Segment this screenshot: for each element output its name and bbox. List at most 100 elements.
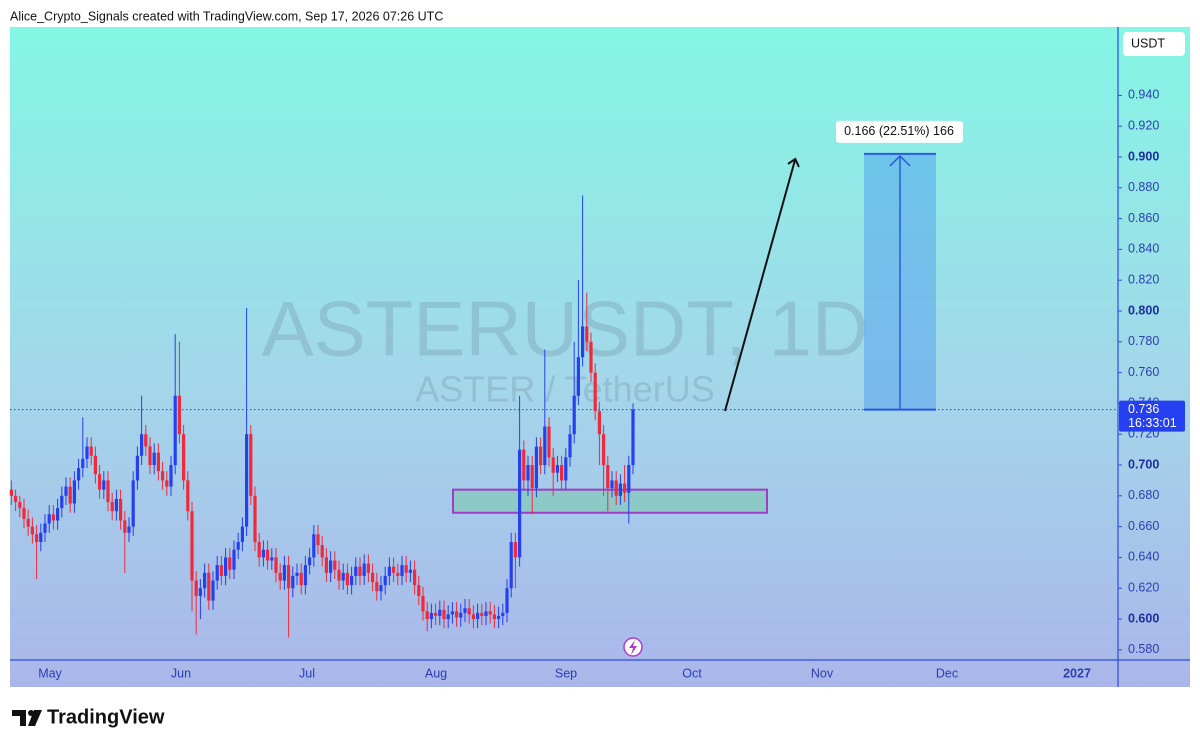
candle-body [169,465,173,487]
candle-body [194,580,198,596]
candle-body [341,572,345,581]
x-tick-label: Jul [299,666,315,680]
y-tick-label: 0.640 [1128,550,1159,564]
candle-body [350,575,354,586]
chart-background [10,27,1190,687]
candle-body [501,612,505,616]
candle-body [329,560,333,573]
candles [9,195,635,638]
candle-body [98,474,102,490]
candle-body [30,526,34,535]
candle-body [623,483,627,493]
candle-body [198,588,202,596]
candle-body [14,495,18,502]
candle-body [253,495,257,543]
candle-body [459,612,463,618]
measure-label: 0.166 (22.51%) 166 [844,124,954,138]
x-tick-label: Oct [682,666,702,680]
candle-body [43,523,47,533]
candle-body [618,483,622,496]
candle-body [215,565,219,581]
candle-body [585,326,589,342]
candle-body [345,572,349,586]
candle-body [228,557,232,570]
candle-body [114,498,118,512]
candle-body [610,480,614,489]
candle-body [425,611,429,620]
y-tick-label: 0.920 [1128,118,1159,132]
currency-label: USDT [1131,36,1165,50]
candle-body [379,585,383,592]
y-tick-label: 0.860 [1128,211,1159,225]
candle-body [203,572,207,589]
candle-body [240,526,244,543]
last-price-badge [1119,400,1185,432]
candle-body [417,585,421,596]
candle-body [572,395,576,435]
candle-body [77,468,81,481]
candle-body [165,480,169,487]
candle-body [156,452,160,472]
y-tick-label: 0.940 [1128,88,1159,102]
candle-body [614,480,618,496]
countdown-label: 16:33:01 [1128,416,1177,430]
candle-body [383,575,387,586]
candle-body [295,572,299,576]
candle-body [177,395,181,435]
candle-body [89,446,93,456]
currency-badge[interactable] [1123,32,1185,56]
candle-body [371,572,375,583]
candle-body [303,565,307,586]
candle-body [366,563,370,573]
y-tick-label: 0.580 [1128,642,1159,656]
candle-body [182,434,186,481]
candle-body [564,457,568,481]
event-icon-bolt [629,640,637,655]
candle-body [505,588,509,613]
y-tick-label: 0.700 [1128,457,1159,471]
candle-body [56,508,60,521]
candle-body [119,498,123,521]
candle-body [324,557,328,573]
candle-body [207,572,211,601]
candle-body [543,426,547,466]
x-tick-label: Aug [425,666,447,680]
candle-body [282,565,286,581]
x-tick-label: 2027 [1063,666,1091,680]
candle-body [400,565,404,576]
candle-body [530,465,534,489]
candle-body [597,411,601,435]
candle-body [358,566,362,576]
candle-body [429,612,433,620]
candle-body [127,526,131,533]
candle-body [606,465,610,489]
candle-body [450,611,454,615]
candle-body [467,608,471,615]
candle-body [442,609,446,620]
watermark-description: ASTER / TetherUS [415,369,714,410]
y-tick-label: 0.600 [1128,611,1159,625]
candle-body [291,575,295,589]
candle-body [408,569,412,573]
candle-body [68,486,72,504]
y-tick-label: 0.660 [1128,519,1159,533]
candle-body [555,465,559,473]
candle-body [102,480,106,490]
candle-body [589,341,593,373]
candle-body [270,557,274,561]
tradingview-logo: TradingView [12,706,165,728]
measure-arrow-head [889,154,911,167]
candle-body [455,611,459,618]
candle-body [135,455,139,481]
candle-body [39,532,43,543]
candle-body [106,480,110,502]
candle-body [278,572,282,581]
candle-body [131,480,135,527]
candle-body [64,486,68,496]
candle-body [211,580,215,601]
candle-body [534,446,538,489]
x-tick-label: Dec [936,666,958,680]
candle-body [186,480,190,512]
candle-body [488,611,492,615]
